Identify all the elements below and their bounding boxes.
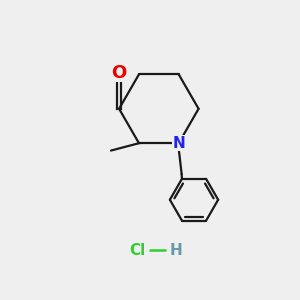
Text: N: N (172, 136, 185, 151)
Text: H: H (169, 243, 182, 258)
Text: O: O (112, 64, 127, 82)
Text: Cl: Cl (129, 243, 146, 258)
